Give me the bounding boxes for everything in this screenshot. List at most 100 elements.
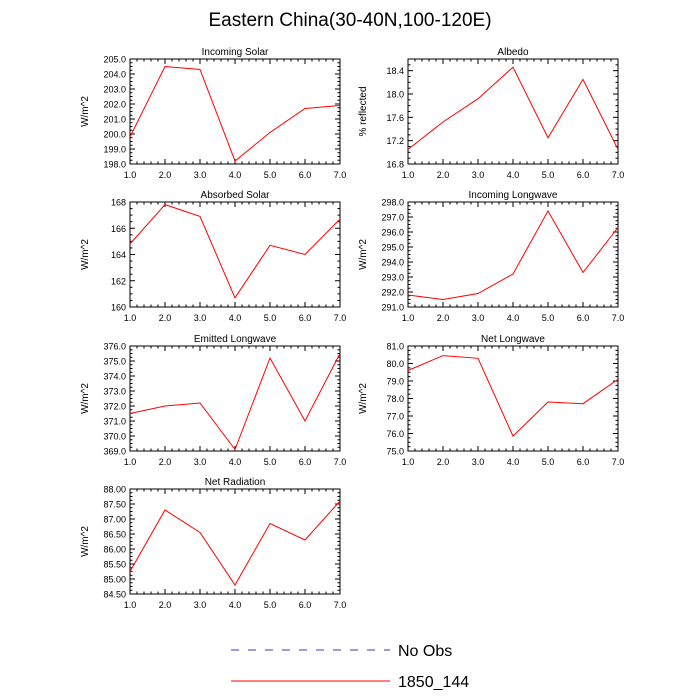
x-tick-label: 7.0 (334, 170, 347, 180)
y-axis-label: % reflected (358, 86, 369, 136)
x-tick-label: 5.0 (542, 313, 555, 323)
y-axis-label: W/m^2 (80, 383, 91, 414)
x-tick-label: 5.0 (264, 457, 277, 467)
x-tick-label: 2.0 (159, 457, 172, 467)
legend-label: 1850_144 (398, 674, 469, 691)
x-tick-label: 4.0 (507, 313, 520, 323)
y-axis-label: W/m^2 (358, 239, 369, 270)
y-tick-label: 85.00 (103, 575, 126, 585)
series-line-1850_144 (129, 65, 341, 162)
y-tick-label: 86.00 (103, 545, 126, 555)
x-tick-label: 7.0 (334, 600, 347, 610)
y-tick-label: 200.0 (103, 130, 126, 140)
x-tick-label: 5.0 (264, 170, 277, 180)
y-tick-label: 296.0 (381, 228, 404, 238)
y-tick-label: 164 (111, 250, 126, 260)
panel-net-radiation: Net Radiation 1.0 2.0 3.0 4.0 5.0 6.0 7.0 84.50 8… (80, 477, 346, 610)
series-line-1850_144 (129, 500, 341, 586)
x-tick-label: 3.0 (194, 600, 207, 610)
x-tick-label: 4.0 (229, 600, 242, 610)
plot-frame (407, 58, 619, 165)
x-tick-label: 2.0 (159, 313, 172, 323)
x-tick-label: 7.0 (612, 457, 625, 467)
y-tick-label: 199.0 (103, 145, 126, 155)
y-axis-label: W/m^2 (80, 526, 91, 557)
x-tick-label: 5.0 (264, 313, 277, 323)
x-tick-label: 4.0 (507, 170, 520, 180)
y-tick-label: 295.0 (381, 243, 404, 253)
y-axis-label: W/m^2 (80, 239, 91, 270)
x-tick-label: 5.0 (542, 170, 555, 180)
x-tick-label: 2.0 (437, 313, 450, 323)
series-line-1850_144 (407, 355, 619, 437)
y-tick-label: 298.0 (381, 198, 404, 208)
y-tick-label: 168 (111, 198, 126, 208)
x-tick-label: 2.0 (159, 170, 172, 180)
series-line-1850_144 (129, 353, 341, 451)
x-tick-label: 5.0 (542, 457, 555, 467)
y-tick-label: 85.50 (103, 560, 126, 570)
y-tick-label: 204.0 (103, 70, 126, 80)
plot-frame (129, 201, 341, 308)
x-tick-label: 6.0 (299, 170, 312, 180)
legend: No Obs 1850_144 (231, 643, 469, 691)
y-tick-label: 18.4 (386, 66, 404, 76)
plot-frame (407, 201, 619, 308)
y-tick-label: 297.0 (381, 213, 404, 223)
y-tick-label: 84.50 (103, 590, 126, 600)
main-title: Eastern China(30-40N,100-120E) (208, 10, 492, 31)
x-tick-label: 3.0 (194, 170, 207, 180)
plot-frame (129, 58, 341, 165)
y-tick-label: 88.00 (103, 485, 126, 495)
y-tick-label: 375.0 (103, 357, 126, 367)
y-tick-label: 292.0 (381, 288, 404, 298)
y-tick-label: 162 (111, 276, 126, 286)
x-tick-label: 1.0 (402, 313, 415, 323)
x-tick-label: 4.0 (229, 170, 242, 180)
x-tick-label: 7.0 (612, 170, 625, 180)
y-tick-label: 293.0 (381, 273, 404, 283)
x-tick-label: 6.0 (577, 457, 590, 467)
x-tick-label: 3.0 (194, 457, 207, 467)
x-tick-label: 6.0 (299, 313, 312, 323)
x-tick-label: 1.0 (402, 170, 415, 180)
panel-title: Net Longwave (481, 334, 545, 345)
y-tick-label: 18.0 (386, 90, 404, 100)
panel-title: Absorbed Solar (201, 190, 271, 201)
y-tick-label: 369.0 (103, 447, 126, 457)
x-tick-label: 5.0 (264, 600, 277, 610)
y-tick-label: 160 (111, 303, 126, 313)
x-tick-label: 3.0 (472, 170, 485, 180)
panel-albedo: Albedo 1.0 2.0 3.0 4.0 5.0 6.0 7.0 16.8 17.2 17.6 1… (358, 47, 624, 180)
panel-emitted-longwave: Emitted Longwave 1.0 2.0 3.0 4.0 5.0 6.0 7.0 369… (80, 334, 346, 467)
y-tick-label: 198.0 (103, 160, 126, 170)
y-tick-label: 87.50 (103, 500, 126, 510)
panel-absorbed-solar: Absorbed Solar 1.0 2.0 3.0 4.0 5.0 6.0 7.0 160 16… (80, 190, 346, 323)
series-line-1850_144 (129, 204, 341, 299)
y-tick-label: 291.0 (381, 303, 404, 313)
series-line-1850_144 (407, 209, 619, 301)
y-tick-label: 376.0 (103, 342, 126, 352)
y-tick-label: 373.0 (103, 387, 126, 397)
x-tick-label: 3.0 (472, 457, 485, 467)
y-axis-label: W/m^2 (358, 383, 369, 414)
y-tick-label: 16.8 (386, 160, 404, 170)
y-tick-label: 81.0 (386, 342, 404, 352)
y-tick-label: 166 (111, 224, 126, 234)
x-tick-label: 4.0 (229, 457, 242, 467)
y-tick-label: 75.0 (386, 447, 404, 457)
panel-incoming-longwave: Incoming Longwave 1.0 2.0 3.0 4.0 5.0 6.0 7.0 29… (358, 190, 624, 323)
x-tick-label: 6.0 (299, 600, 312, 610)
x-tick-label: 1.0 (124, 313, 137, 323)
y-tick-label: 371.0 (103, 417, 126, 427)
series-line-1850_144 (407, 66, 619, 150)
y-tick-label: 87.00 (103, 515, 126, 525)
x-tick-label: 6.0 (299, 457, 312, 467)
x-tick-label: 4.0 (229, 313, 242, 323)
y-axis-label: W/m^2 (80, 96, 91, 127)
x-tick-label: 7.0 (612, 313, 625, 323)
y-tick-label: 294.0 (381, 258, 404, 268)
y-tick-label: 78.0 (386, 394, 404, 404)
y-tick-label: 203.0 (103, 85, 126, 95)
